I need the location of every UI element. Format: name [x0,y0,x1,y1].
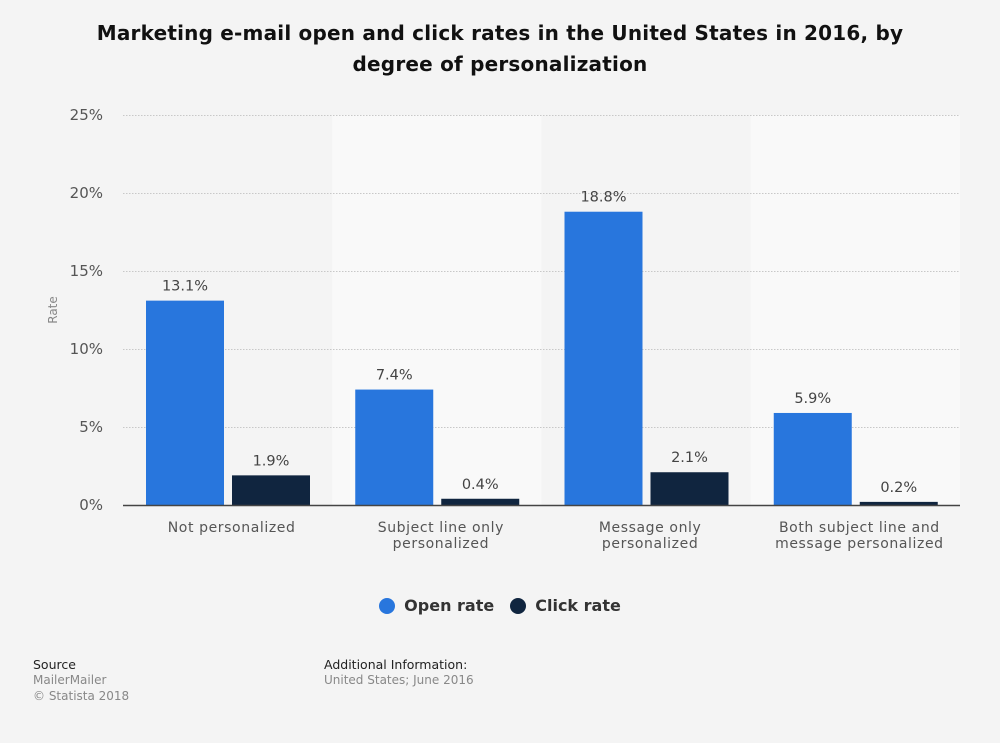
x-tick-label: Both subject line and message personalize… [775,520,944,552]
additional-info-text: United States; June 2016 [324,673,474,687]
y-axis-ticks: 0% 5% 10% 15% 20% 25% [70,106,103,514]
legend-label-open-rate: Open rate [404,596,495,615]
data-label: 2.1% [671,450,708,466]
legend-marker-click-rate [510,597,527,614]
data-label: 5.9% [794,391,831,407]
x-tick-label: Subject line only personalized [378,520,504,552]
bar-click-rate[interactable] [650,472,729,505]
gridlines [123,115,960,428]
y-tick-label: 10% [70,340,103,358]
additional-info-block: Additional Information: United States; J… [324,657,474,688]
source-block: Source MailerMailer © Statista 2018 [33,657,129,704]
chart-title-line-2: degree of personalization [352,52,648,76]
bar-open-rate[interactable] [146,300,224,505]
data-label: 18.8% [580,190,626,206]
x-tick-label: Not personalized [168,520,296,536]
legend: Open rate Click rate [0,596,1000,615]
additional-info-heading[interactable]: Additional Information: [324,657,468,672]
legend-marker-open-rate [379,597,396,614]
x-tick-label: Message only personalized [599,520,702,552]
y-tick-label: 5% [79,418,103,436]
data-label: 7.4% [376,368,413,384]
bar-click-rate[interactable] [859,501,938,505]
bar-click-rate[interactable] [441,498,520,505]
bar-chart: 0% 5% 10% 15% 20% 25% Rate 13.1% 7.4% 18.8% 5.9%… [46,106,960,552]
y-axis-label: Rate [46,296,60,324]
bar-open-rate[interactable] [564,211,643,505]
legend-item-open-rate[interactable]: Open rate [379,596,494,615]
legend-item-click-rate[interactable]: Click rate [510,596,621,615]
data-label: 1.9% [253,453,290,469]
chart-title-line-1: Marketing e-mail open and click rates in… [96,21,904,45]
source-heading: Source [33,657,76,672]
chart-title: Marketing e-mail open and click rates in… [0,18,1000,80]
source-name[interactable]: MailerMailer [33,673,107,687]
x-axis-labels: Not personalized Subject line only persona… [168,520,944,552]
legend-label-click-rate: Click rate [535,596,621,615]
bar-open-rate[interactable] [355,389,434,505]
bar-click-rate[interactable] [232,475,310,505]
data-label: 0.2% [880,480,917,496]
copyright: © Statista 2018 [33,689,130,703]
y-tick-label: 0% [79,496,103,514]
bar-open-rate[interactable] [773,412,852,505]
data-label: 0.4% [462,477,499,493]
y-tick-label: 20% [70,184,103,202]
data-label: 13.1% [162,279,208,295]
bars: 13.1% 7.4% 18.8% 5.9% 1.9% 0.4% 2.1% 0.2% [146,190,938,505]
y-tick-label: 25% [70,106,103,124]
y-tick-label: 15% [70,262,103,280]
